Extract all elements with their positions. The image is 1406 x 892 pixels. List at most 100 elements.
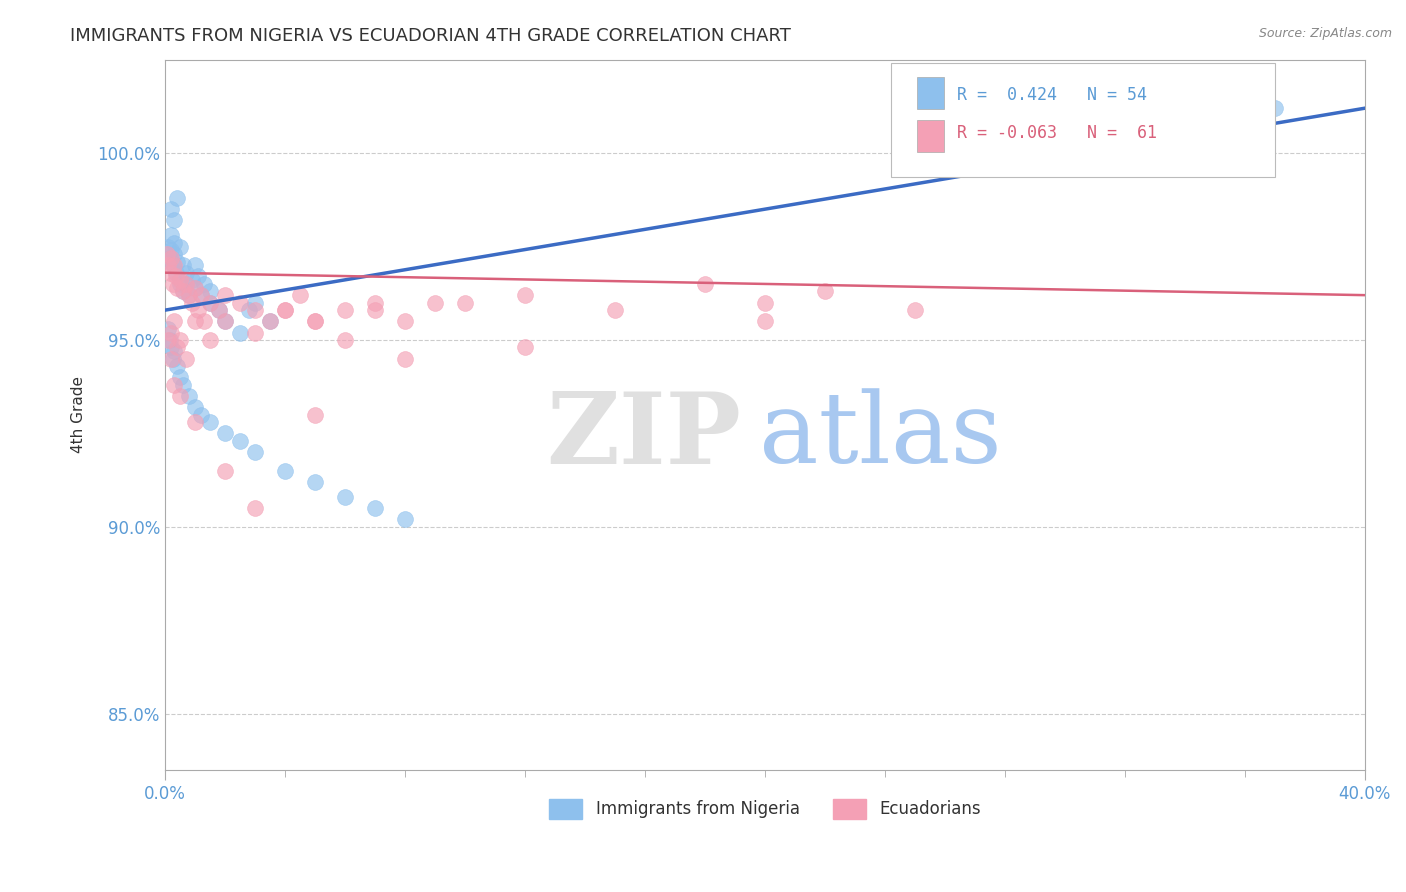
Point — [214, 464, 236, 478]
Point — [274, 303, 297, 318]
Point — [187, 303, 209, 318]
Point — [513, 341, 536, 355]
Point — [187, 269, 209, 284]
Point — [166, 281, 188, 295]
Point — [193, 277, 215, 291]
Point — [159, 333, 181, 347]
Point — [169, 370, 191, 384]
Point — [243, 501, 266, 516]
Text: R =  0.424   N = 54: R = 0.424 N = 54 — [957, 86, 1147, 103]
Point — [172, 285, 194, 299]
Point — [181, 295, 204, 310]
Point — [394, 314, 416, 328]
Point — [174, 351, 197, 366]
Point — [169, 333, 191, 347]
Point — [364, 501, 387, 516]
Point — [243, 303, 266, 318]
Point — [172, 258, 194, 272]
Point — [174, 277, 197, 291]
Point — [160, 228, 183, 243]
Point — [200, 415, 222, 429]
Point — [163, 314, 186, 328]
Point — [172, 377, 194, 392]
Point — [190, 288, 212, 302]
Point — [163, 377, 186, 392]
Point — [163, 258, 186, 272]
Point — [165, 269, 187, 284]
Point — [693, 277, 716, 291]
Text: ZIP: ZIP — [546, 388, 741, 484]
Point — [157, 258, 180, 272]
Point — [156, 247, 179, 261]
Point — [181, 273, 204, 287]
Point — [304, 314, 326, 328]
Text: IMMIGRANTS FROM NIGERIA VS ECUADORIAN 4TH GRADE CORRELATION CHART: IMMIGRANTS FROM NIGERIA VS ECUADORIAN 4T… — [70, 27, 792, 45]
Point — [274, 464, 297, 478]
Point — [165, 266, 187, 280]
Point — [162, 277, 184, 291]
Point — [160, 326, 183, 340]
Point — [163, 213, 186, 227]
Point — [754, 314, 776, 328]
Point — [179, 288, 201, 302]
Point — [193, 314, 215, 328]
Point — [172, 285, 194, 299]
Point — [174, 266, 197, 280]
Point — [179, 288, 201, 302]
Point — [200, 285, 222, 299]
Point — [160, 351, 183, 366]
Point — [184, 281, 207, 295]
Point — [162, 351, 184, 366]
Text: atlas: atlas — [759, 388, 1001, 484]
Point — [214, 426, 236, 441]
Point — [157, 333, 180, 347]
Point — [157, 322, 180, 336]
Point — [200, 295, 222, 310]
Point — [166, 359, 188, 374]
Point — [214, 288, 236, 302]
Point — [214, 314, 236, 328]
Point — [200, 295, 222, 310]
Y-axis label: 4th Grade: 4th Grade — [72, 376, 86, 453]
Point — [238, 303, 260, 318]
Point — [163, 247, 186, 261]
Point — [304, 475, 326, 489]
Point — [333, 333, 356, 347]
Point — [274, 303, 297, 318]
Text: R = -0.063   N =  61: R = -0.063 N = 61 — [957, 123, 1157, 142]
Point — [157, 239, 180, 253]
Point — [259, 314, 281, 328]
Point — [513, 288, 536, 302]
Point — [304, 314, 326, 328]
Point — [454, 295, 477, 310]
Point — [288, 288, 311, 302]
Legend: Immigrants from Nigeria, Ecuadorians: Immigrants from Nigeria, Ecuadorians — [543, 792, 988, 826]
Point — [174, 277, 197, 291]
Point — [814, 285, 837, 299]
Point — [754, 295, 776, 310]
Point — [190, 408, 212, 422]
Point — [243, 295, 266, 310]
Point — [166, 191, 188, 205]
Point — [184, 281, 207, 295]
Point — [904, 303, 927, 318]
Point — [166, 341, 188, 355]
Point — [184, 258, 207, 272]
Point — [162, 258, 184, 272]
Point — [169, 277, 191, 291]
Point — [160, 341, 183, 355]
Point — [169, 389, 191, 403]
Point — [364, 303, 387, 318]
Point — [200, 333, 222, 347]
Point — [364, 295, 387, 310]
Point — [214, 314, 236, 328]
Point — [163, 235, 186, 250]
Point — [184, 415, 207, 429]
Point — [603, 303, 626, 318]
Point — [190, 288, 212, 302]
Point — [184, 401, 207, 415]
Point — [423, 295, 446, 310]
FancyBboxPatch shape — [891, 63, 1275, 177]
Point — [394, 351, 416, 366]
Point — [304, 408, 326, 422]
